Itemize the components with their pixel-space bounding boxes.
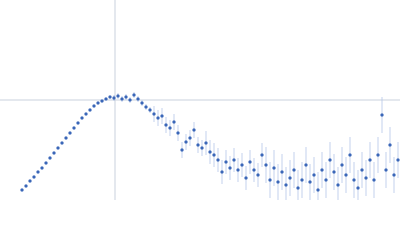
chart bbox=[0, 0, 400, 200]
page: (() => { const data = JSON.parse(documen… bbox=[0, 0, 400, 200]
data-point bbox=[344, 173, 348, 177]
data-point bbox=[36, 170, 40, 174]
data-point bbox=[100, 99, 104, 103]
data-point bbox=[40, 166, 44, 170]
data-point bbox=[220, 170, 224, 174]
data-point bbox=[44, 161, 48, 165]
data-point bbox=[372, 178, 376, 182]
data-point bbox=[144, 105, 148, 109]
data-point bbox=[260, 153, 264, 157]
data-point bbox=[288, 176, 292, 180]
data-point bbox=[136, 97, 140, 101]
data-point bbox=[72, 126, 76, 130]
data-point bbox=[156, 116, 160, 120]
data-point bbox=[300, 178, 304, 182]
data-point bbox=[140, 101, 144, 105]
data-point bbox=[80, 116, 84, 120]
data-point bbox=[328, 158, 332, 162]
data-point bbox=[180, 148, 184, 152]
data-point bbox=[28, 179, 32, 183]
data-point bbox=[116, 94, 120, 98]
data-point bbox=[188, 136, 192, 140]
data-point bbox=[24, 184, 28, 188]
data-point bbox=[168, 126, 172, 130]
data-point bbox=[52, 151, 56, 155]
data-point bbox=[64, 136, 68, 140]
data-point bbox=[104, 97, 108, 101]
data-point bbox=[128, 98, 132, 102]
data-point bbox=[192, 128, 196, 132]
data-point bbox=[340, 163, 344, 167]
data-point bbox=[20, 188, 24, 192]
data-point bbox=[380, 113, 384, 117]
data-point bbox=[132, 93, 136, 97]
data-point bbox=[296, 186, 300, 190]
data-point bbox=[280, 170, 284, 174]
data-point bbox=[292, 168, 296, 172]
data-point bbox=[160, 114, 164, 118]
data-point bbox=[204, 141, 208, 145]
data-point bbox=[176, 131, 180, 135]
data-point bbox=[240, 163, 244, 167]
data-point bbox=[312, 173, 316, 177]
data-point bbox=[396, 158, 400, 162]
data-point bbox=[252, 168, 256, 172]
data-point bbox=[208, 150, 212, 154]
data-point bbox=[332, 170, 336, 174]
data-point bbox=[248, 160, 252, 164]
data-point bbox=[236, 168, 240, 172]
data-point bbox=[356, 186, 360, 190]
data-point bbox=[360, 168, 364, 172]
data-point bbox=[48, 156, 52, 160]
data-point bbox=[120, 97, 124, 101]
data-point bbox=[264, 163, 268, 167]
data-point bbox=[196, 143, 200, 147]
data-point bbox=[88, 108, 92, 112]
data-point bbox=[336, 183, 340, 187]
data-point bbox=[232, 158, 236, 162]
data-point bbox=[352, 178, 356, 182]
data-point bbox=[108, 95, 112, 99]
data-point bbox=[84, 112, 88, 116]
data-point bbox=[348, 153, 352, 157]
data-point bbox=[68, 131, 72, 135]
data-point bbox=[228, 166, 232, 170]
data-point bbox=[316, 188, 320, 192]
data-point bbox=[272, 166, 276, 170]
data-point bbox=[364, 176, 368, 180]
data-point bbox=[368, 158, 372, 162]
data-point bbox=[304, 163, 308, 167]
data-point bbox=[148, 108, 152, 112]
data-point bbox=[112, 96, 116, 100]
data-point bbox=[256, 173, 260, 177]
data-point bbox=[268, 178, 272, 182]
data-point bbox=[388, 143, 392, 147]
data-point bbox=[164, 123, 168, 127]
data-point bbox=[124, 95, 128, 99]
data-point bbox=[32, 175, 36, 179]
data-point bbox=[376, 153, 380, 157]
data-point bbox=[200, 146, 204, 150]
data-point bbox=[172, 120, 176, 124]
data-point bbox=[284, 183, 288, 187]
data-point bbox=[308, 180, 312, 184]
data-point bbox=[320, 168, 324, 172]
data-point bbox=[60, 141, 64, 145]
data-point bbox=[56, 146, 60, 150]
data-point bbox=[224, 160, 228, 164]
data-point bbox=[96, 101, 100, 105]
data-point bbox=[76, 121, 80, 125]
data-point bbox=[216, 158, 220, 162]
data-point bbox=[152, 112, 156, 116]
data-point bbox=[392, 173, 396, 177]
data-point bbox=[276, 180, 280, 184]
data-point bbox=[184, 140, 188, 144]
data-point bbox=[212, 153, 216, 157]
data-point bbox=[244, 176, 248, 180]
data-point bbox=[384, 168, 388, 172]
data-point bbox=[92, 104, 96, 108]
data-point bbox=[324, 178, 328, 182]
